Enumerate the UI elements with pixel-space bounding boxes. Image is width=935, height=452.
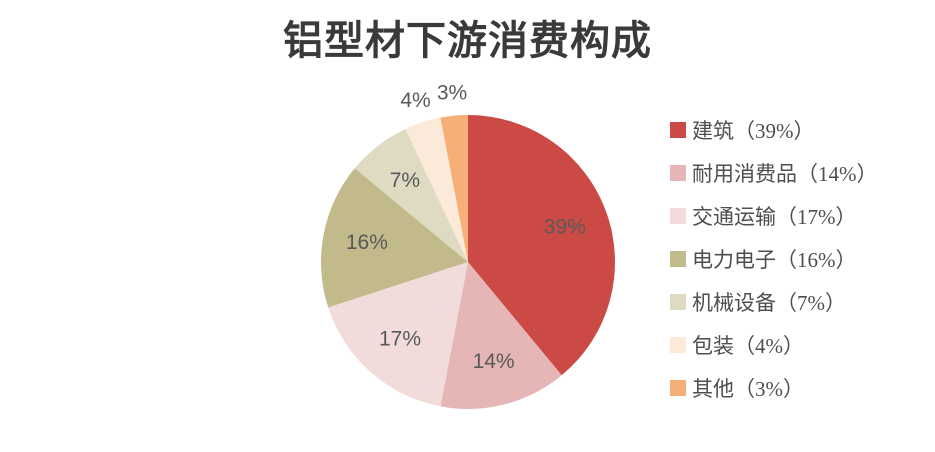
pie-data-label-2: 17% (379, 328, 421, 351)
legend-item-1: 耐用消费品（14%） (670, 151, 878, 194)
legend-label: 机械设备（7%） (692, 290, 846, 315)
legend-item-6: 其他（3%） (670, 366, 878, 409)
pie-data-label-6: 3% (437, 81, 467, 104)
legend-item-4: 机械设备（7%） (670, 280, 878, 323)
legend-swatch-icon (670, 207, 686, 224)
legend-swatch-icon (670, 379, 686, 396)
pie-chart: 39% 14% 17% 16% 7% 4% 3% (320, 81, 616, 410)
chart-title: 铝型材下游消费构成 (283, 19, 652, 63)
legend-label: 其他（3%） (692, 376, 804, 401)
legend-label: 建筑（39%） (692, 118, 815, 143)
legend-label: 包装（4%） (692, 333, 804, 358)
pie-slice-2 (328, 262, 468, 407)
pie-slice-0 (468, 115, 616, 376)
legend-swatch-icon (670, 336, 686, 353)
legend-item-2: 交通运输（17%） (670, 194, 878, 237)
legend: 建筑（39%） 耐用消费品（14%） 交通运输（17%） 电力电子（16%） 机械设备（… (670, 108, 878, 409)
legend-item-5: 包装（4%） (670, 323, 878, 366)
pie-data-label-3: 16% (346, 231, 388, 254)
legend-label: 交通运输（17%） (692, 204, 857, 229)
legend-swatch-icon (670, 293, 686, 310)
legend-label: 电力电子（16%） (692, 247, 857, 272)
legend-swatch-icon (670, 121, 686, 138)
legend-swatch-icon (670, 250, 686, 267)
pie-data-label-1: 14% (473, 350, 515, 373)
legend-item-0: 建筑（39%） (670, 108, 878, 151)
pie-data-label-0: 39% (544, 216, 586, 239)
pie-slice-1 (440, 262, 562, 410)
pie-slice-3 (320, 168, 468, 308)
pie-slice-5 (405, 117, 468, 262)
pie-slice-6 (440, 115, 468, 262)
pie-slice-4 (354, 128, 468, 262)
legend-label: 耐用消费品（14%） (692, 161, 878, 186)
legend-swatch-icon (670, 164, 686, 181)
pie-data-label-4: 7% (390, 169, 420, 192)
legend-item-3: 电力电子（16%） (670, 237, 878, 280)
pie-data-label-5: 4% (400, 89, 430, 112)
